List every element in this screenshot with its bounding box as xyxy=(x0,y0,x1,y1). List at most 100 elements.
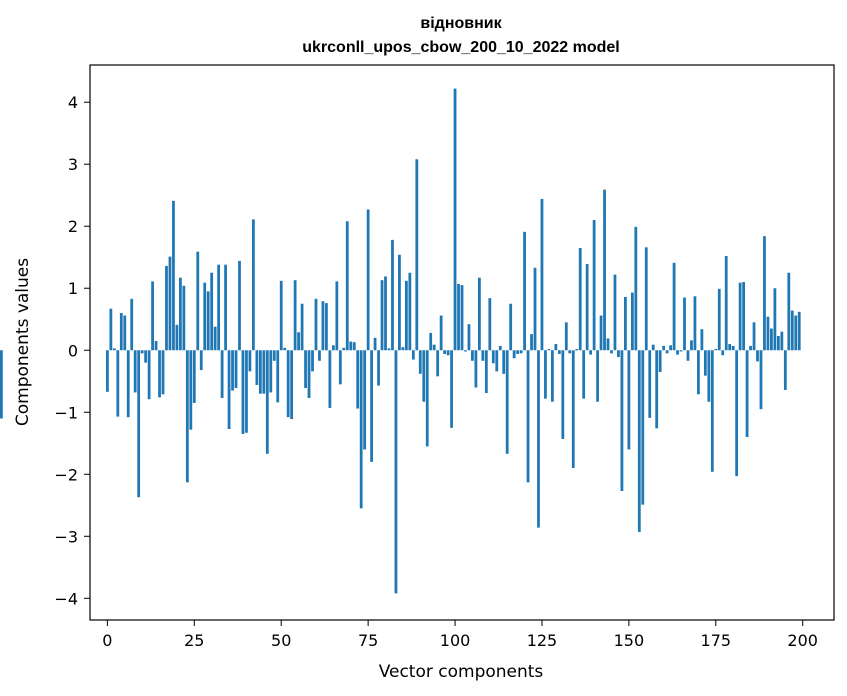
bar xyxy=(325,303,328,351)
bar xyxy=(589,350,593,355)
bar xyxy=(530,334,533,351)
bar xyxy=(526,350,530,483)
bar xyxy=(151,281,154,351)
bar xyxy=(314,298,318,351)
bar xyxy=(676,350,679,355)
y-axis-label: Components values xyxy=(13,258,33,426)
bar xyxy=(185,350,189,483)
bar xyxy=(248,350,252,372)
bar xyxy=(745,350,749,438)
bar xyxy=(432,344,436,351)
chart-subtitle: ukrconll_upos_cbow_200_10_2022 model xyxy=(302,39,619,56)
bar xyxy=(175,324,179,351)
x-tick-label: 150 xyxy=(614,631,645,650)
bar xyxy=(658,350,662,372)
bar xyxy=(585,264,589,351)
bar xyxy=(227,350,231,430)
bar xyxy=(679,350,683,352)
bar xyxy=(279,280,283,351)
bar xyxy=(724,255,728,351)
bar xyxy=(790,310,794,351)
bar xyxy=(770,328,773,351)
bar xyxy=(686,350,690,361)
bar xyxy=(453,88,457,351)
bar xyxy=(161,350,165,395)
bar xyxy=(189,350,193,430)
bar xyxy=(533,267,537,351)
bar xyxy=(693,296,697,351)
bar xyxy=(749,345,752,351)
bar xyxy=(603,189,606,351)
bar xyxy=(179,277,182,351)
chart-title: відновник xyxy=(420,15,502,32)
bar xyxy=(398,254,401,351)
bar xyxy=(172,200,175,351)
bar xyxy=(644,247,648,351)
x-tick-label: 100 xyxy=(440,631,471,650)
bar xyxy=(735,350,739,477)
bar xyxy=(286,350,290,418)
bar xyxy=(126,350,130,418)
bar xyxy=(245,350,248,433)
bar xyxy=(130,298,134,351)
bar xyxy=(252,219,255,351)
bar xyxy=(516,350,520,354)
bar xyxy=(422,350,426,402)
bar xyxy=(140,350,144,354)
bar xyxy=(617,350,620,358)
bar xyxy=(495,350,499,372)
bar xyxy=(213,326,217,351)
bar xyxy=(220,350,224,398)
bar xyxy=(717,288,721,351)
bar xyxy=(356,350,360,409)
bar xyxy=(759,350,763,410)
bar xyxy=(575,349,579,351)
bar xyxy=(363,350,367,450)
bar xyxy=(429,332,433,351)
bar xyxy=(773,288,777,351)
bar xyxy=(262,350,266,394)
bar xyxy=(255,350,259,385)
bar xyxy=(752,322,756,351)
bar xyxy=(655,350,659,429)
bar xyxy=(467,324,471,351)
bar xyxy=(794,315,798,351)
bar xyxy=(464,350,467,352)
bar xyxy=(144,350,148,363)
bar xyxy=(460,285,464,351)
bar xyxy=(387,348,391,351)
y-axis-ticks: 4 3 2 1 0 −1 −2 −3 −4 xyxy=(54,93,90,608)
bar xyxy=(606,338,610,351)
bar xyxy=(380,280,384,351)
bar xyxy=(797,311,801,351)
bar xyxy=(509,303,513,351)
y-tick-label: −4 xyxy=(54,589,78,608)
bar xyxy=(738,282,742,351)
bar xyxy=(265,350,269,454)
bar xyxy=(477,277,481,351)
bar xyxy=(342,347,346,351)
bar xyxy=(241,350,245,434)
bar xyxy=(484,350,488,394)
bar xyxy=(557,350,561,354)
bar xyxy=(457,283,460,351)
bar xyxy=(665,350,669,354)
x-tick-label: 25 xyxy=(184,631,204,650)
bar xyxy=(206,291,210,351)
bar xyxy=(662,345,666,351)
bar xyxy=(637,350,641,532)
bar xyxy=(450,350,453,428)
bar xyxy=(544,350,547,399)
bar xyxy=(0,350,3,419)
bar xyxy=(290,350,294,420)
bar xyxy=(370,350,373,462)
bar xyxy=(624,296,627,351)
bar xyxy=(234,350,238,389)
bar xyxy=(471,350,474,361)
x-tick-label: 200 xyxy=(787,631,818,650)
bar xyxy=(446,350,450,356)
x-tick-label: 75 xyxy=(358,631,378,650)
bar xyxy=(627,350,631,450)
bar xyxy=(610,350,613,354)
bar xyxy=(418,350,422,374)
